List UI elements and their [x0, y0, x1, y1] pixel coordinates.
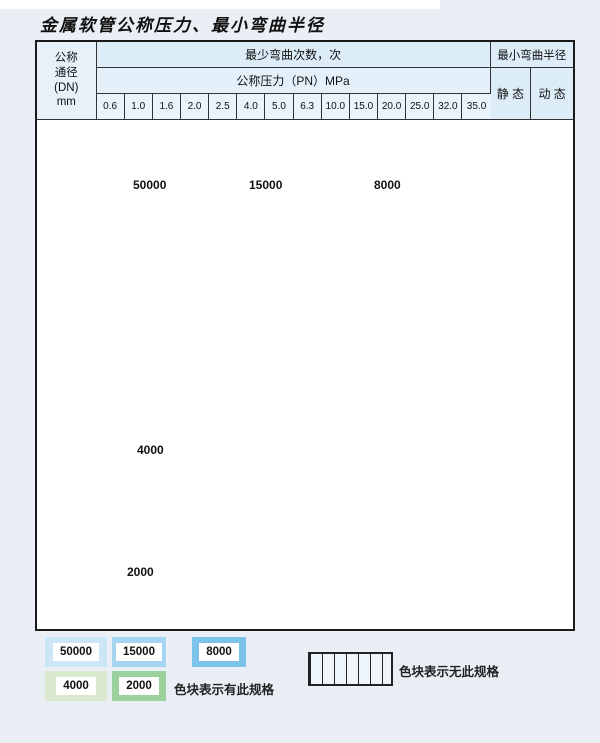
pressure-tick-header: 6.3 — [293, 94, 322, 120]
region-label-8000: 8000 — [368, 176, 407, 195]
pressure-tick-header: 25.0 — [406, 94, 435, 120]
pressure-tick-header: 4.0 — [237, 94, 266, 120]
dn-header-line: 通径 — [54, 66, 78, 79]
pressure-tick-header: 1.0 — [124, 94, 153, 120]
dn-header-line: (DN) — [54, 81, 79, 94]
region-label-2000: 2000 — [121, 563, 160, 582]
page-title: 金属软管公称压力、最小弯曲半径 — [40, 16, 325, 36]
legend-label: 4000 — [56, 677, 96, 695]
hose-spec-table: 公称 通径 (DN) mm 最少弯曲次数，次 最小弯曲半径 公称压力（PN）MP… — [35, 40, 575, 631]
legend-label: 8000 — [199, 643, 239, 661]
dn-header-line: 公称 — [54, 51, 78, 64]
legend-has-spec-text: 色块表示有此规格 — [174, 683, 275, 697]
table-header: 公称 通径 (DN) mm 最少弯曲次数，次 最小弯曲半径 公称压力（PN）MP… — [37, 42, 573, 120]
dn-header-line: mm — [56, 96, 76, 109]
legend-label: 50000 — [53, 643, 99, 661]
legend-swatch-15000: 15000 — [112, 637, 166, 667]
pressure-tick-header: 10.0 — [321, 94, 350, 120]
pressure-tick-header: 2.0 — [180, 94, 210, 120]
legend-label: 2000 — [119, 677, 159, 695]
static-column-header: 静 态 — [490, 68, 532, 120]
page-top-strip — [0, 0, 440, 9]
legend-swatch-2000: 2000 — [112, 671, 166, 701]
bend-cycles-header: 最少弯曲次数，次 — [96, 42, 491, 68]
legend-label: 15000 — [116, 643, 162, 661]
legend-swatch-50000: 50000 — [45, 637, 107, 667]
pressure-tick-header: 35.0 — [462, 94, 491, 120]
legend-no-spec-text: 色块表示无此规格 — [399, 665, 500, 679]
pressure-tick-header: 5.0 — [265, 94, 294, 120]
region-label-50000: 50000 — [127, 176, 173, 195]
min-bend-radius-header: 最小弯曲半径 — [490, 42, 573, 68]
legend-no-spec-swatch — [308, 652, 393, 686]
pressure-tick-header: 15.0 — [349, 94, 379, 120]
legend-swatch-4000: 4000 — [45, 671, 107, 701]
table-body — [37, 120, 573, 633]
legend-swatch-8000: 8000 — [192, 637, 246, 667]
pressure-tick-header: 20.0 — [378, 94, 407, 120]
pressure-tick-header: 2.5 — [209, 94, 238, 120]
pressure-tick-header: 0.6 — [96, 94, 125, 120]
nominal-pressure-header: 公称压力（PN）MPa — [96, 68, 491, 94]
region-label-15000: 15000 — [243, 176, 289, 195]
region-label-4000: 4000 — [131, 441, 170, 460]
dynamic-column-header: 动 态 — [531, 68, 573, 120]
pressure-tick-header: 32.0 — [434, 94, 463, 120]
dn-column-header: 公称 通径 (DN) mm — [37, 42, 97, 120]
pressure-tick-header: 1.6 — [152, 94, 181, 120]
